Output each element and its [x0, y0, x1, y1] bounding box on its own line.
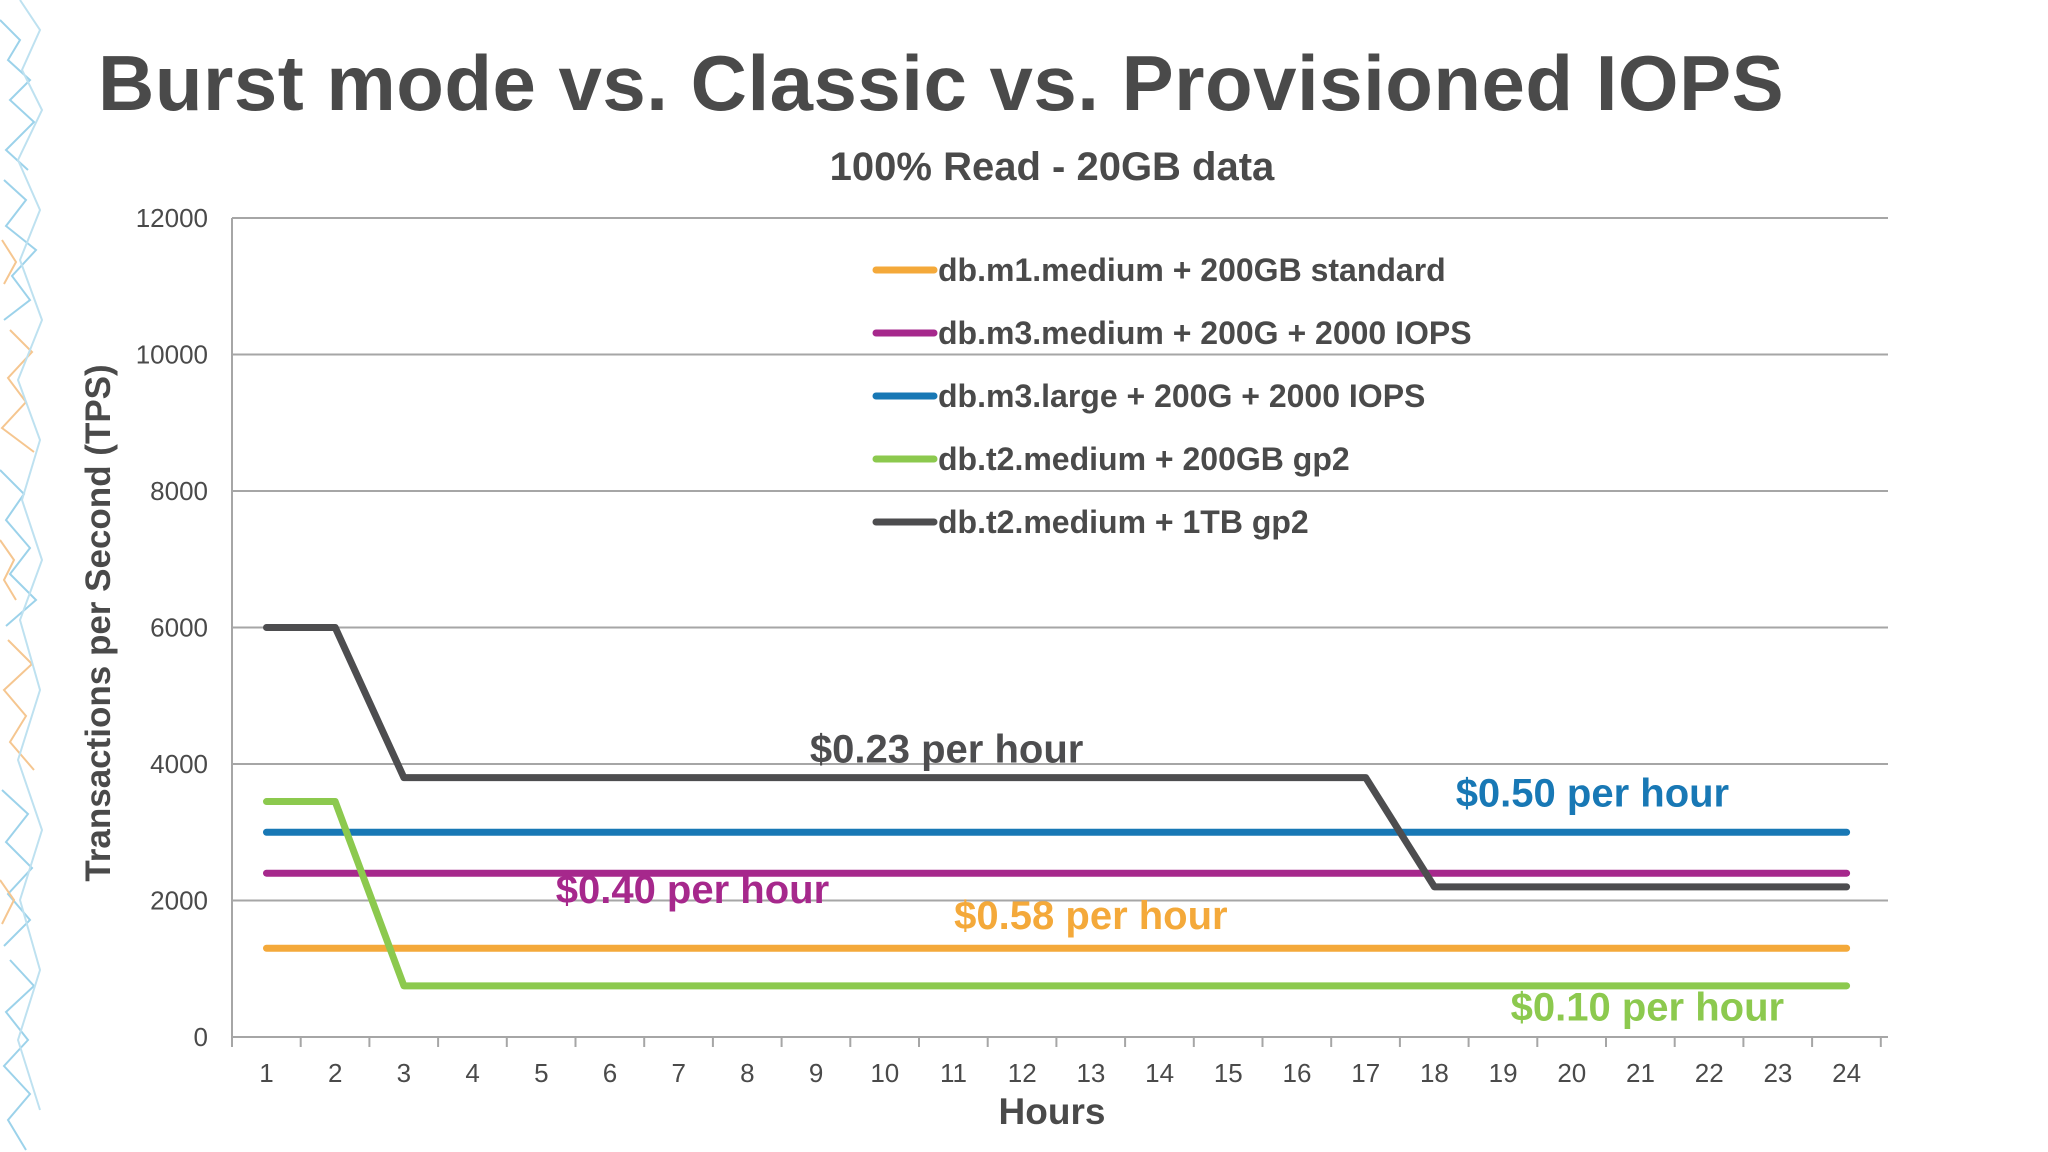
x-tick-label: 3: [397, 1058, 411, 1088]
y-tick-label: 2000: [150, 886, 208, 916]
y-tick-label: 8000: [150, 476, 208, 506]
x-tick-label: 17: [1351, 1058, 1380, 1088]
cost-annotation: $0.10 per hour: [1511, 986, 1784, 1030]
x-tick-label: 16: [1283, 1058, 1312, 1088]
x-tick-label: 18: [1420, 1058, 1449, 1088]
legend-label: db.m3.medium + 200G + 2000 IOPS: [938, 315, 1472, 351]
x-tick-label: 22: [1695, 1058, 1724, 1088]
legend: db.m1.medium + 200GB standard db.m3.mediu…: [872, 252, 1472, 540]
legend-label: db.m3.large + 200G + 2000 IOPS: [938, 378, 1425, 414]
x-axis-label: Hours: [999, 1091, 1106, 1132]
y-tick-label: 12000: [136, 203, 208, 233]
series-line-5: [263, 624, 1851, 891]
cost-annotations: $0.23 per hour $0.50 per hour $0.40 per ho…: [556, 728, 1784, 1030]
legend-label: db.m1.medium + 200GB standard: [938, 252, 1446, 288]
gridlines: [232, 217, 1888, 902]
cost-annotation: $0.23 per hour: [810, 728, 1083, 772]
x-tick-label: 2: [328, 1058, 342, 1088]
y-axis-label: Transactions per Second (TPS): [79, 364, 118, 881]
slide-title: Burst mode vs. Classic vs. Provisioned I…: [98, 39, 1785, 127]
legend-label: db.t2.medium + 1TB gp2: [938, 504, 1309, 540]
x-tick-label: 21: [1626, 1058, 1655, 1088]
y-tick-label: 10000: [136, 340, 208, 370]
x-tick-label: 7: [671, 1058, 685, 1088]
x-tick-label: 5: [534, 1058, 548, 1088]
cost-annotation: $0.40 per hour: [556, 868, 829, 912]
x-tick-label: 19: [1489, 1058, 1518, 1088]
y-tick-label: 0: [194, 1022, 208, 1052]
x-tick-label: 6: [603, 1058, 617, 1088]
y-tick-label: 4000: [150, 749, 208, 779]
x-tick-label: 20: [1557, 1058, 1586, 1088]
x-tick-label: 23: [1763, 1058, 1792, 1088]
x-tick-label: 8: [740, 1058, 754, 1088]
cost-annotation: $0.58 per hour: [954, 894, 1227, 938]
y-tick-label: 6000: [150, 613, 208, 643]
x-tick-label: 11: [940, 1058, 967, 1088]
x-tick-label: 12: [1008, 1058, 1037, 1088]
x-tick-label: 14: [1145, 1058, 1174, 1088]
x-tick-label: 15: [1214, 1058, 1243, 1088]
x-tick-label: 10: [870, 1058, 899, 1088]
cost-annotation: $0.50 per hour: [1456, 771, 1729, 815]
x-tick-label: 9: [809, 1058, 823, 1088]
series-lines: [263, 624, 1851, 990]
decorative-pattern-graphic: [0, 0, 44, 1151]
x-tick-label: 1: [259, 1058, 273, 1088]
x-tick-label: 13: [1076, 1058, 1105, 1088]
x-tick-label: 24: [1832, 1058, 1861, 1088]
decorative-side-pattern: [0, 0, 44, 1152]
legend-label: db.t2.medium + 200GB gp2: [938, 441, 1350, 477]
series-line-4: [263, 798, 1851, 990]
x-tick-label: 4: [465, 1058, 479, 1088]
chart-title: 100% Read - 20GB data: [830, 145, 1275, 189]
